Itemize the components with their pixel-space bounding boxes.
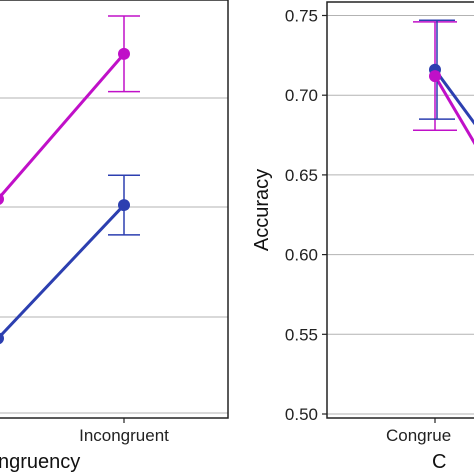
left-chart-panel: Incongruent ngruency (0, 0, 229, 473)
left-data-point (118, 199, 130, 212)
right-x-tick-label: Congrue (386, 426, 451, 445)
right-y-tick-label: 0.60 (285, 246, 318, 265)
left-series-line (0, 204, 126, 339)
left-series-line (0, 52, 126, 200)
left-data-point (0, 332, 4, 345)
left-data-point (118, 47, 130, 60)
right-data-point (429, 70, 441, 83)
left-data-point (0, 193, 4, 205)
right-plot-frame (326, 1, 474, 419)
right-y-axis-label: Accuracy (251, 169, 273, 251)
right-x-axis-label: C (432, 451, 446, 473)
left-x-axis-label: ngruency (0, 451, 80, 473)
left-x-tick-label: Incongruent (79, 426, 169, 445)
right-chart-panel: 0.50 0.55 0.60 0.65 0.70 0.75 Accuracy Congru… (251, 1, 474, 473)
right-series-line (433, 68, 474, 126)
right-series-line (433, 75, 474, 146)
right-y-tick-label: 0.75 (285, 7, 318, 26)
left-plot-frame (0, 0, 229, 419)
right-y-tick-label: 0.65 (285, 166, 318, 185)
right-y-tick-label: 0.70 (285, 86, 318, 105)
right-y-tick-label: 0.55 (285, 325, 318, 344)
right-y-tick-label: 0.50 (285, 405, 318, 424)
